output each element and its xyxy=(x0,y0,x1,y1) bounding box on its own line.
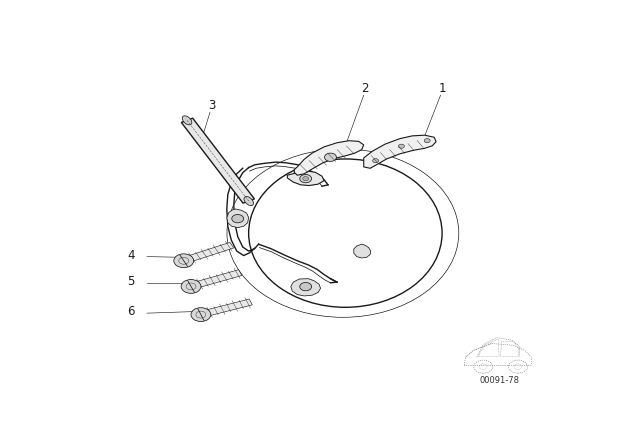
Polygon shape xyxy=(294,141,364,175)
Ellipse shape xyxy=(182,116,192,125)
Polygon shape xyxy=(287,171,324,185)
Text: 3: 3 xyxy=(208,99,215,112)
Polygon shape xyxy=(291,279,321,296)
Text: 2: 2 xyxy=(362,82,369,95)
Polygon shape xyxy=(227,209,249,228)
Circle shape xyxy=(303,177,308,181)
Circle shape xyxy=(300,174,312,183)
Circle shape xyxy=(424,138,430,143)
Ellipse shape xyxy=(249,159,442,307)
Text: 5: 5 xyxy=(127,275,134,288)
Text: 6: 6 xyxy=(127,305,134,318)
Circle shape xyxy=(174,254,194,267)
Circle shape xyxy=(232,215,244,223)
Ellipse shape xyxy=(244,197,253,206)
Circle shape xyxy=(191,308,211,322)
Text: 1: 1 xyxy=(438,82,446,95)
Text: 4: 4 xyxy=(127,249,134,262)
Polygon shape xyxy=(188,242,234,262)
Polygon shape xyxy=(181,118,255,203)
Polygon shape xyxy=(195,270,242,288)
Polygon shape xyxy=(364,135,436,168)
Circle shape xyxy=(181,280,201,293)
Ellipse shape xyxy=(227,149,458,317)
Circle shape xyxy=(324,153,337,161)
Circle shape xyxy=(399,144,404,148)
Circle shape xyxy=(372,159,379,163)
Polygon shape xyxy=(354,244,371,258)
Circle shape xyxy=(300,283,312,291)
Text: 00091-78: 00091-78 xyxy=(479,376,519,385)
Polygon shape xyxy=(205,299,252,316)
